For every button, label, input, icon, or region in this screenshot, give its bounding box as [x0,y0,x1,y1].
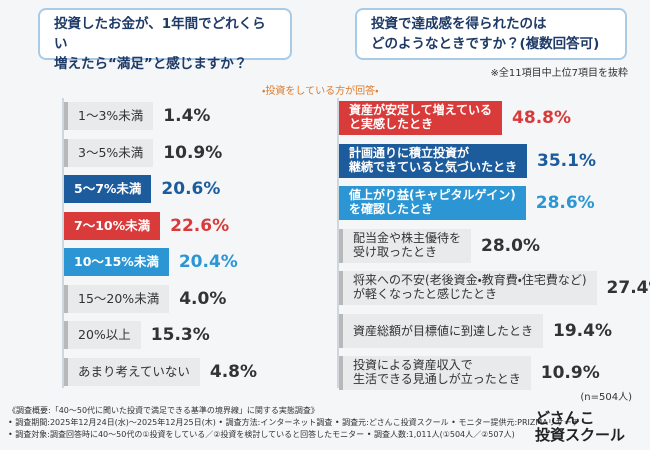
label-line: 7～10%未満 [74,217,151,233]
label-line: 資産が安定して増えている [349,103,493,117]
row: 投資による資産収入で 生活できる見通しが立ったとき 10.9% [339,356,600,390]
note: ※全11項目中上位7項目を抜粋 [490,68,628,79]
brand-line: どさんこ [535,409,595,427]
row: 7～10%未満 22.6% [64,211,230,240]
label-box: 10～15%未満 [64,248,169,276]
label-line: 3～5%未満 [78,144,144,160]
footer-line: • 調査対象:調査回答時に40～50代の①投資をしている／②投資を検討していると… [8,430,515,439]
label-box: 7～10%未満 [64,211,161,240]
footer-line: 《調査概要:「40～50代に聞いた投資で満足できる基準の境界線」に関する実態調査… [8,406,319,415]
label-line: 10～15%未満 [74,254,159,269]
value: 1.4% [163,106,211,126]
row: 15～20%未満 4.0% [64,284,227,313]
value: 35.1% [537,150,596,171]
value: 28.6% [535,193,595,213]
row: 値上がり益(キャピタルゲイン) を確認したとき 28.6% [339,186,595,220]
label-line: 将来への不安(老後資金・教育費・住宅費など) [353,273,587,287]
label-line: 1～3%未満 [78,108,144,123]
value: 20.4% [178,252,238,272]
value: 48.8% [512,108,572,128]
sample-size: (n=504人) [580,392,632,403]
label-box: 20%以上 [64,321,141,349]
row: 将来への不安(老後資金・教育費・住宅費など)が軽くなったと感じたとき 27.4% [339,271,650,305]
row: 計画通りに積立投資が 継続できていると気づいたとき 35.1% [339,143,596,178]
row: 配当金や株主優待を 受け取ったとき 28.0% [339,228,540,263]
question-line: 投資したお金が、1年間でどれくらい [54,16,266,52]
subnote: ・投資をしている方が回答・ [262,86,379,97]
row: 20%以上 15.3% [64,321,210,349]
row: 資産総額が目標値に到達したとき 19.4% [339,313,612,348]
question-line: 投資で達成感を得られたのは [371,16,547,32]
value: 28.0% [481,235,540,256]
label-line: 投資による資産収入で [353,358,473,372]
label-box: 1～3%未満 [64,102,154,130]
divider [62,98,64,388]
divider [337,98,339,388]
label-line: が軽くなったと感じたとき [353,287,498,301]
value: 22.6% [170,215,230,236]
label-line: と実感したとき [349,117,434,131]
question-line: どのようなときですか？(複数回答可) [371,36,600,52]
row: 3～5%未満 10.9% [64,138,223,167]
label-box: 5～7%未満 [64,175,152,203]
row: 10～15%未満 20.4% [64,248,238,276]
value: 4.0% [179,288,227,309]
label-line: 値上がり益(キャピタルゲイン) [349,188,516,202]
left-question: 投資したお金が、1年間でどれくらい 増えたら“満足”と感じますか？ [38,8,292,72]
value: 10.9% [163,142,223,163]
value: 4.8% [209,361,258,382]
label-box: 計画通りに積立投資が 継続できていると気づいたとき [339,143,528,178]
label-line: 資産総額が目標値に到達したとき [353,323,534,338]
label-box: 値上がり益(キャピタルゲイン) を確認したとき [339,186,526,220]
label-line: 5～7%未満 [74,181,142,196]
footer-line: • 調査期間:2025年12月24日(水)～2025年12月25日(木) • 調… [8,418,580,427]
row: 資産が安定して増えている と実感したとき 48.8% [339,101,571,135]
label-line: 15～20%未満 [78,290,160,306]
label-box: 3～5%未満 [64,138,154,167]
label-line: あまり考えていない [78,363,190,379]
label-line: 配当金や株主優待を [353,230,462,245]
brand-line: 投資スクール [535,426,626,444]
label-box: 投資による資産収入で 生活できる見通しが立ったとき [339,356,531,390]
label-line: を確認したとき [349,202,434,216]
right-question: 投資で達成感を得られたのは どのようなときですか？(複数回答可) [355,8,627,60]
label-box: 資産総額が目標値に到達したとき [339,313,544,348]
row: 1～3%未満 1.4% [64,102,210,130]
value: 20.6% [161,179,221,199]
label-line: 継続できていると気づいたとき [349,159,518,174]
footer: 《調査概要:「40～50代に聞いた投資で満足できる基準の境界線」に関する実態調査… [8,405,580,441]
row: 5～7%未満 20.6% [64,175,220,203]
value: 15.3% [150,325,210,345]
question-line: 増えたら“満足”と感じますか？ [54,56,248,72]
label-box: 将来への不安(老後資金・教育費・住宅費など) が軽くなったと感じたとき [339,271,597,305]
label-box: 15～20%未満 [64,284,170,313]
value: 27.4% [606,278,650,298]
label-line: 20%以上 [78,327,131,342]
label-box: 配当金や株主優待を 受け取ったとき [339,228,472,263]
label-line: 計画通りに積立投資が [349,145,470,160]
label-box: 資産が安定して増えている と実感したとき [339,101,503,135]
row: あまり考えていない 4.8% [64,357,258,386]
brand: どさんこ 投資スクール [535,410,625,444]
label-line: 受け取ったとき [353,244,438,259]
value: 19.4% [553,320,612,341]
label-box: あまり考えていない [64,357,200,386]
label-line: 生活できる見通しが立ったとき [353,372,521,386]
value: 10.9% [540,363,600,383]
